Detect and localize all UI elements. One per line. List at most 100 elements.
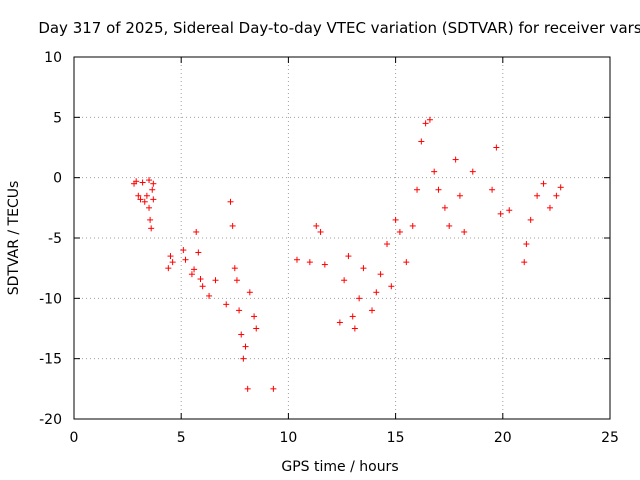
data-point (435, 186, 442, 193)
x-tick-label: 20 (494, 430, 512, 446)
data-point (147, 216, 154, 223)
y-tick-label: 5 (53, 110, 62, 126)
data-point (336, 319, 343, 326)
data-point (431, 168, 438, 175)
data-point (414, 186, 421, 193)
data-point (231, 265, 238, 272)
y-tick-label: 0 (53, 171, 62, 187)
data-point (167, 253, 174, 260)
data-point (351, 325, 358, 332)
data-point (493, 144, 500, 151)
x-tick-label: 15 (387, 430, 405, 446)
y-axis-label: SDTVAR / TECUs (6, 181, 22, 296)
data-point (418, 138, 425, 145)
data-point (193, 228, 200, 235)
data-point (426, 116, 433, 123)
data-point (135, 192, 142, 199)
data-point (422, 120, 429, 127)
data-point (557, 184, 564, 191)
y-tick-label: -15 (39, 352, 62, 368)
data-point (540, 180, 547, 187)
data-point (553, 192, 560, 199)
data-point (384, 241, 391, 248)
data-point (244, 385, 251, 392)
data-point (191, 266, 198, 273)
data-point (137, 196, 144, 203)
data-point (238, 331, 245, 338)
data-point (150, 180, 157, 187)
data-point (446, 222, 453, 229)
data-point (396, 228, 403, 235)
data-point (317, 228, 324, 235)
data-point (188, 271, 195, 278)
data-point (360, 265, 367, 272)
data-point (233, 277, 240, 284)
data-point (165, 265, 172, 272)
data-point (388, 283, 395, 290)
data-point (246, 289, 253, 296)
data-point (223, 301, 230, 308)
y-tick-label: -20 (39, 412, 62, 428)
y-tick-label: -10 (39, 291, 62, 307)
data-point (227, 198, 234, 205)
data-point (150, 196, 157, 203)
data-point (523, 241, 530, 248)
data-point (369, 307, 376, 314)
ticks: 0 5 10 15 20 25 -20 -15 -10 -5 0 5 10 (39, 50, 619, 446)
data-point (242, 343, 249, 350)
data-point (452, 156, 459, 163)
data-point (377, 271, 384, 278)
data-point (506, 207, 513, 214)
data-point (199, 283, 206, 290)
data-point (461, 228, 468, 235)
data-point (469, 168, 476, 175)
data-point (236, 307, 243, 314)
x-tick-label: 10 (279, 430, 297, 446)
data-point (456, 192, 463, 199)
data-point (546, 204, 553, 211)
chart-title: Day 317 of 2025, Sidereal Day-to-day VTE… (38, 19, 640, 37)
data-point (251, 313, 258, 320)
data-point (148, 225, 155, 232)
data-point (182, 256, 189, 263)
data-point (197, 276, 204, 283)
data-point (270, 385, 277, 392)
data-point (373, 289, 380, 296)
data-points (131, 116, 564, 392)
data-point (527, 216, 534, 223)
data-point (169, 259, 176, 266)
data-point (409, 222, 416, 229)
data-point (293, 256, 300, 263)
data-point (180, 247, 187, 254)
data-point (392, 216, 399, 223)
x-tick-label: 0 (70, 430, 79, 446)
data-point (141, 198, 148, 205)
x-tick-label: 5 (177, 430, 186, 446)
y-tick-label: -5 (48, 231, 62, 247)
data-point (403, 259, 410, 266)
data-point (306, 259, 313, 266)
data-point (441, 204, 448, 211)
data-point (489, 186, 496, 193)
x-axis-label: GPS time / hours (281, 459, 398, 475)
y-tick-label: 10 (44, 50, 62, 66)
data-point (133, 178, 140, 185)
data-point (146, 204, 153, 211)
data-point (521, 259, 528, 266)
data-point (206, 292, 213, 299)
data-point (321, 261, 328, 268)
data-point (212, 277, 219, 284)
data-point (356, 295, 363, 302)
data-point (139, 179, 146, 186)
data-point (229, 222, 236, 229)
data-point (195, 249, 202, 256)
data-point (253, 325, 260, 332)
data-point (341, 277, 348, 284)
data-point (345, 253, 352, 260)
data-point (143, 192, 150, 199)
data-point (146, 177, 153, 184)
data-point (240, 355, 247, 362)
x-tick-label: 25 (601, 430, 619, 446)
data-point (349, 313, 356, 320)
